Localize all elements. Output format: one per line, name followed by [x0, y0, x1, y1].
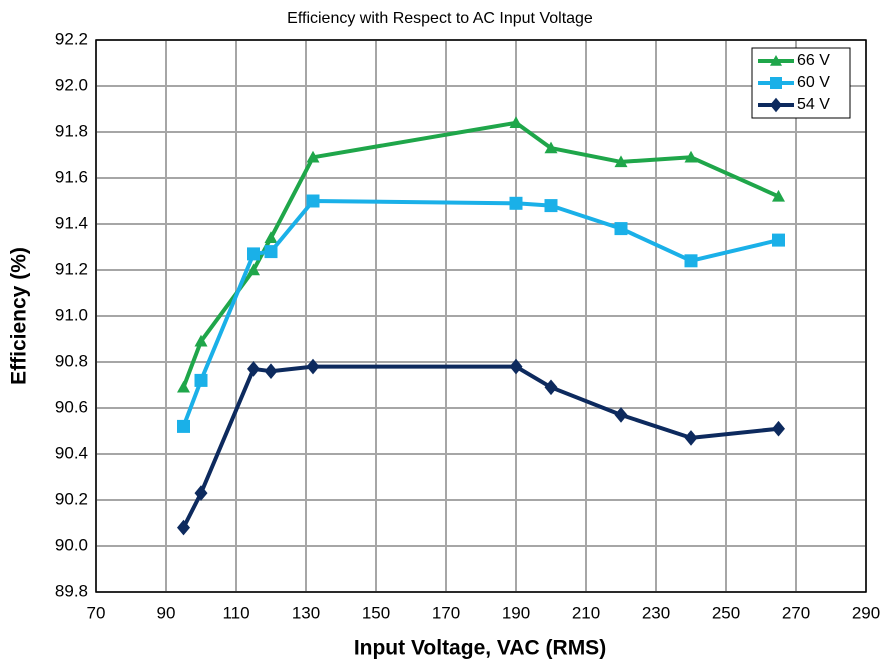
y-tick-label: 89.8 — [55, 581, 88, 600]
x-tick-label: 270 — [782, 603, 810, 622]
x-tick-label: 290 — [852, 603, 880, 622]
plot-frame — [95, 39, 867, 593]
legend-marker — [770, 77, 782, 89]
marker — [306, 150, 320, 163]
marker — [544, 141, 558, 154]
legend-label: 60 V — [797, 74, 830, 91]
y-tick-label: 91.2 — [55, 259, 88, 278]
series-line — [181, 120, 780, 389]
marker — [306, 194, 320, 208]
y-tick-label: 92.2 — [55, 29, 88, 48]
marker — [772, 189, 785, 202]
x-tick-label: 250 — [712, 603, 740, 622]
marker — [544, 199, 558, 213]
marker — [772, 420, 785, 437]
y-tick-label: 90.0 — [55, 535, 88, 554]
marker — [247, 247, 260, 261]
x-tick-label: 190 — [502, 603, 530, 622]
x-tick-label: 90 — [157, 603, 176, 622]
marker — [177, 419, 190, 433]
legend-marker — [770, 55, 782, 66]
x-tick-label: 210 — [572, 603, 600, 622]
marker — [509, 116, 523, 128]
marker — [264, 363, 278, 379]
y-tick-label: 90.6 — [55, 397, 88, 416]
marker — [684, 150, 698, 163]
marker — [247, 263, 260, 276]
x-tick-label: 150 — [362, 603, 390, 622]
marker — [772, 233, 785, 247]
marker — [264, 231, 278, 243]
y-tick-label: 91.6 — [55, 167, 88, 186]
marker — [544, 379, 558, 396]
y-tick-label: 91.0 — [55, 305, 88, 324]
x-tick-label: 110 — [222, 603, 249, 622]
x-tick-label: 70 — [87, 603, 106, 622]
chart-title: Efficiency with Respect to AC Input Volt… — [287, 10, 593, 27]
marker — [177, 519, 190, 536]
series-line — [181, 199, 779, 428]
y-tick-label: 90.2 — [55, 489, 88, 508]
marker — [614, 222, 628, 236]
marker — [684, 254, 698, 268]
marker — [264, 245, 278, 259]
marker — [194, 485, 208, 501]
marker — [614, 407, 628, 423]
x-tick-label: 230 — [642, 603, 670, 622]
legend-label: 54 V — [797, 96, 830, 113]
x-tick-label: 130 — [292, 603, 320, 622]
series-line — [181, 364, 779, 529]
marker — [614, 155, 628, 168]
x-axis-label: Input Voltage, VAC (RMS) — [354, 637, 606, 660]
marker — [509, 358, 523, 375]
x-tick-label: 170 — [432, 603, 460, 622]
marker — [509, 196, 523, 210]
marker — [684, 430, 698, 446]
y-tick-label: 90.8 — [55, 351, 88, 370]
marker — [194, 373, 208, 387]
legend-marker — [770, 97, 782, 113]
y-tick-label: 90.4 — [55, 443, 88, 462]
y-tick-label: 91.8 — [55, 121, 88, 140]
y-tick-label: 92.0 — [55, 75, 88, 94]
legend-label: 66 V — [797, 52, 830, 69]
y-axis-label: Efficiency (%) — [8, 247, 31, 385]
marker — [247, 361, 260, 377]
marker — [306, 358, 320, 375]
marker — [194, 334, 208, 347]
marker — [177, 380, 190, 393]
y-tick-label: 91.4 — [55, 213, 88, 232]
